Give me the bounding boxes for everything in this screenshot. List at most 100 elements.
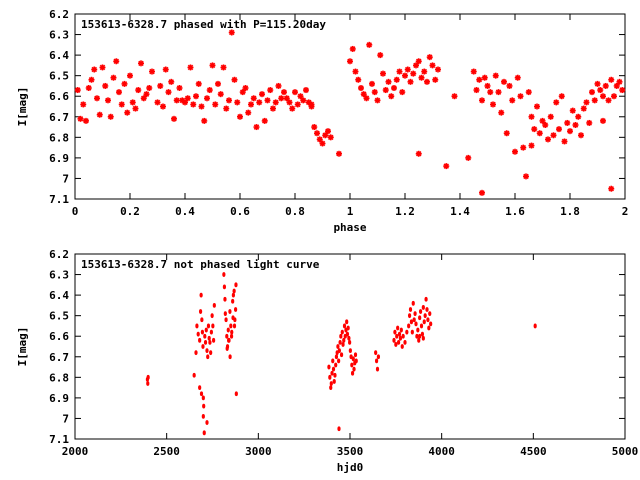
data-point [536,130,543,137]
data-point [231,315,235,321]
plot-frame [74,253,626,440]
data-point [473,87,480,94]
data-point [443,163,450,170]
data-point [415,58,422,65]
data-point [556,126,562,133]
data-point [256,99,263,106]
data-point [237,113,243,120]
y-tick-label: 6.2 [49,248,69,261]
data-point [314,130,320,137]
data-point [206,323,211,329]
y-tick-label: 6.4 [49,49,69,62]
data-point [80,101,87,108]
data-point [501,78,507,85]
data-point [374,358,379,364]
data-point [160,103,166,110]
data-point [517,93,524,100]
data-point [435,66,441,73]
data-point [349,45,356,52]
data-point [198,337,202,343]
data-point [385,78,392,85]
data-point [380,70,386,77]
data-point [425,307,429,312]
data-point [336,344,340,349]
data-point [470,68,477,75]
data-point [286,99,293,106]
data-point [199,292,203,298]
data-point [374,97,381,104]
data-point [229,333,234,339]
data-point [205,420,209,425]
data-point [234,99,241,106]
data-point [415,333,419,339]
data-point [187,64,194,71]
data-point [245,109,252,116]
data-point [396,68,403,75]
data-point [558,93,565,100]
data-point [578,132,584,139]
phased-light-curve-chart: 0 0.2 0.4 0.6 0.8 1 1.2 1.4 1.6 1.8 2 6.2 6.3 6.4 6.5 6… [16,8,628,234]
data-point [223,296,227,302]
data-point [143,91,150,98]
data-point [200,329,205,335]
data-point [410,70,417,77]
y-tick-label: 6.9 [49,152,69,165]
data-point [495,89,502,96]
data-point [94,95,100,102]
data-point [253,124,260,131]
data-point [391,85,397,91]
data-point [173,97,180,104]
data-point [426,317,430,323]
data-point [613,82,620,89]
data-point [146,85,153,91]
data-point [432,76,439,83]
chart-title: 153613-6328.7 not phased light curve [81,258,320,271]
x-tick-label: 4500 [520,445,547,458]
data-point [487,89,494,96]
data-point [165,89,172,96]
data-point [376,354,381,360]
y-tick-label: 6.8 [49,371,69,384]
data-point [154,99,161,106]
data-point [345,331,350,337]
data-point [162,66,169,73]
data-point [550,132,557,139]
data-point [399,327,403,333]
data-point [228,29,235,36]
data-point [223,105,230,112]
data-point [484,82,491,89]
data-point [498,109,505,116]
x-tick-label: 1.4 [450,205,470,218]
data-point [209,329,213,335]
data-point [331,358,335,364]
data-point [168,78,175,85]
data-point [232,323,237,329]
data-point [417,337,421,343]
data-point [520,144,527,151]
data-point [204,327,208,333]
data-point [528,142,535,149]
data-point [525,89,532,96]
data-point [99,64,106,71]
data-point [231,292,235,298]
data-point [222,284,227,290]
data-point [132,105,139,112]
data-point [228,354,232,360]
data-point [212,337,216,343]
data-point [608,76,615,83]
data-point [83,117,89,124]
data-point [234,282,238,288]
data-point [331,366,336,372]
plot-frame [74,13,626,200]
data-point [231,298,235,304]
data-point [397,331,402,337]
x-tick-label: 3000 [245,445,272,458]
data-point [194,350,198,356]
data-point [490,101,496,108]
data-point [146,374,150,380]
data-point [426,54,433,61]
data-point [419,323,424,329]
data-point [215,80,221,87]
data-point [230,329,234,335]
data-point [135,87,142,94]
